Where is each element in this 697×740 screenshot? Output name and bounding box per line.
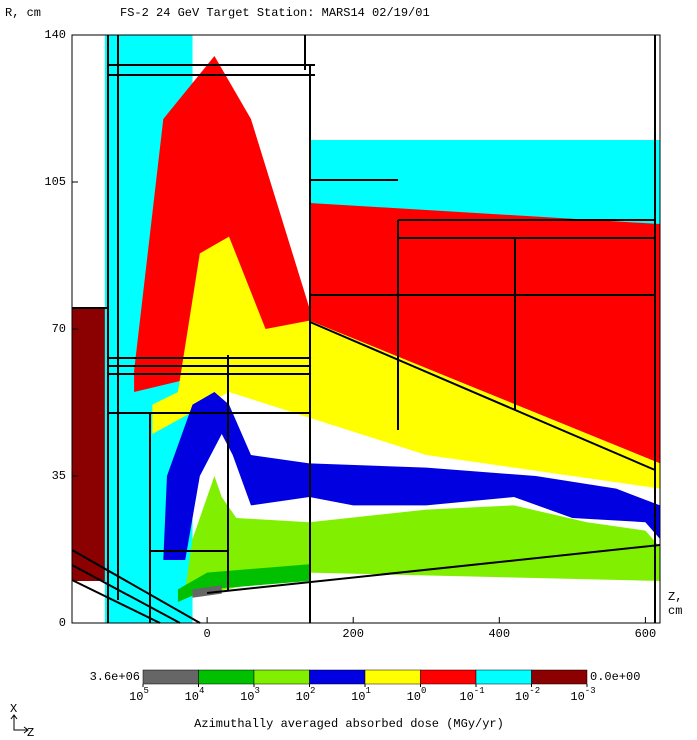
dose-region xyxy=(177,564,310,602)
colorbar-base: 10 xyxy=(515,690,529,704)
dose-region xyxy=(163,392,660,560)
colorbar-base: 10 xyxy=(185,690,199,704)
orientation-up: X xyxy=(10,702,17,716)
colorbar-base: 10 xyxy=(129,690,143,704)
colorbar-exponent: 2 xyxy=(310,686,315,696)
colorbar-exponent: -3 xyxy=(585,686,596,696)
colorbar-band xyxy=(142,669,199,685)
y-tick-label: 70 xyxy=(52,322,66,336)
colorbar-band xyxy=(420,669,477,685)
colorbar-exponent: -2 xyxy=(529,686,540,696)
dose-region xyxy=(192,585,222,598)
colorbar-max-label: 3.6e+06 xyxy=(90,670,140,684)
colorbar-exponent: 3 xyxy=(255,686,260,696)
colorbar-tick-label: 103 xyxy=(240,686,260,704)
colorbar-band xyxy=(253,669,310,685)
x-tick-label: 0 xyxy=(204,627,211,641)
dose-region xyxy=(309,140,660,224)
colorbar-tick-label: 101 xyxy=(351,686,371,704)
colorbar-min-label: 0.0e+00 xyxy=(590,670,640,684)
colorbar-tick-label: 102 xyxy=(296,686,316,704)
x-axis-label: Z, xyxy=(668,590,682,604)
colorbar-tick-label: 104 xyxy=(185,686,205,704)
x-axis-label: cm xyxy=(668,604,682,618)
y-axis-label: R, cm xyxy=(5,6,41,20)
x-tick-label: 400 xyxy=(488,627,510,641)
colorbar-band xyxy=(475,669,532,685)
colorbar-base: 10 xyxy=(570,690,584,704)
colorbar-exponent: 1 xyxy=(366,686,371,696)
geometry-outlines xyxy=(71,35,661,624)
colorbar-base: 10 xyxy=(296,690,310,704)
y-tick-label: 0 xyxy=(59,616,66,630)
colorbar-band xyxy=(364,669,421,685)
colorbar-tick-label: 10-1 xyxy=(459,686,484,704)
y-tick-label: 140 xyxy=(44,28,66,42)
caption: Azimuthally averaged absorbed dose (MGy/… xyxy=(194,717,504,731)
colorbar-tick-label: 10-2 xyxy=(515,686,540,704)
colorbar-band xyxy=(198,669,255,685)
orientation-arrows xyxy=(10,714,29,734)
colorbar-base: 10 xyxy=(407,690,421,704)
colorbar-base: 10 xyxy=(459,690,473,704)
y-tick-label: 35 xyxy=(52,469,66,483)
dose-region xyxy=(72,308,105,581)
colorbar-tick-label: 10-3 xyxy=(570,686,595,704)
colorbar-band xyxy=(531,669,588,685)
colorbar-tick-label: 105 xyxy=(129,686,149,704)
chart-title: FS-2 24 GeV Target Station: MARS14 02/19… xyxy=(120,6,430,20)
colorbar-band xyxy=(309,669,366,685)
x-tick-label: 600 xyxy=(635,627,657,641)
colorbar-exponent: -1 xyxy=(474,686,485,696)
colorbar-base: 10 xyxy=(351,690,365,704)
colorbar-exponent: 4 xyxy=(199,686,204,696)
colorbar-exponent: 0 xyxy=(421,686,426,696)
x-tick-label: 200 xyxy=(342,627,364,641)
dose-region xyxy=(134,56,310,392)
colorbar-exponent: 5 xyxy=(144,686,149,696)
y-tick-label: 105 xyxy=(44,175,66,189)
orientation-right: Z xyxy=(27,726,34,740)
map-layer xyxy=(72,35,660,623)
colorbar-base: 10 xyxy=(240,690,254,704)
colorbar-tick-label: 100 xyxy=(407,686,427,704)
